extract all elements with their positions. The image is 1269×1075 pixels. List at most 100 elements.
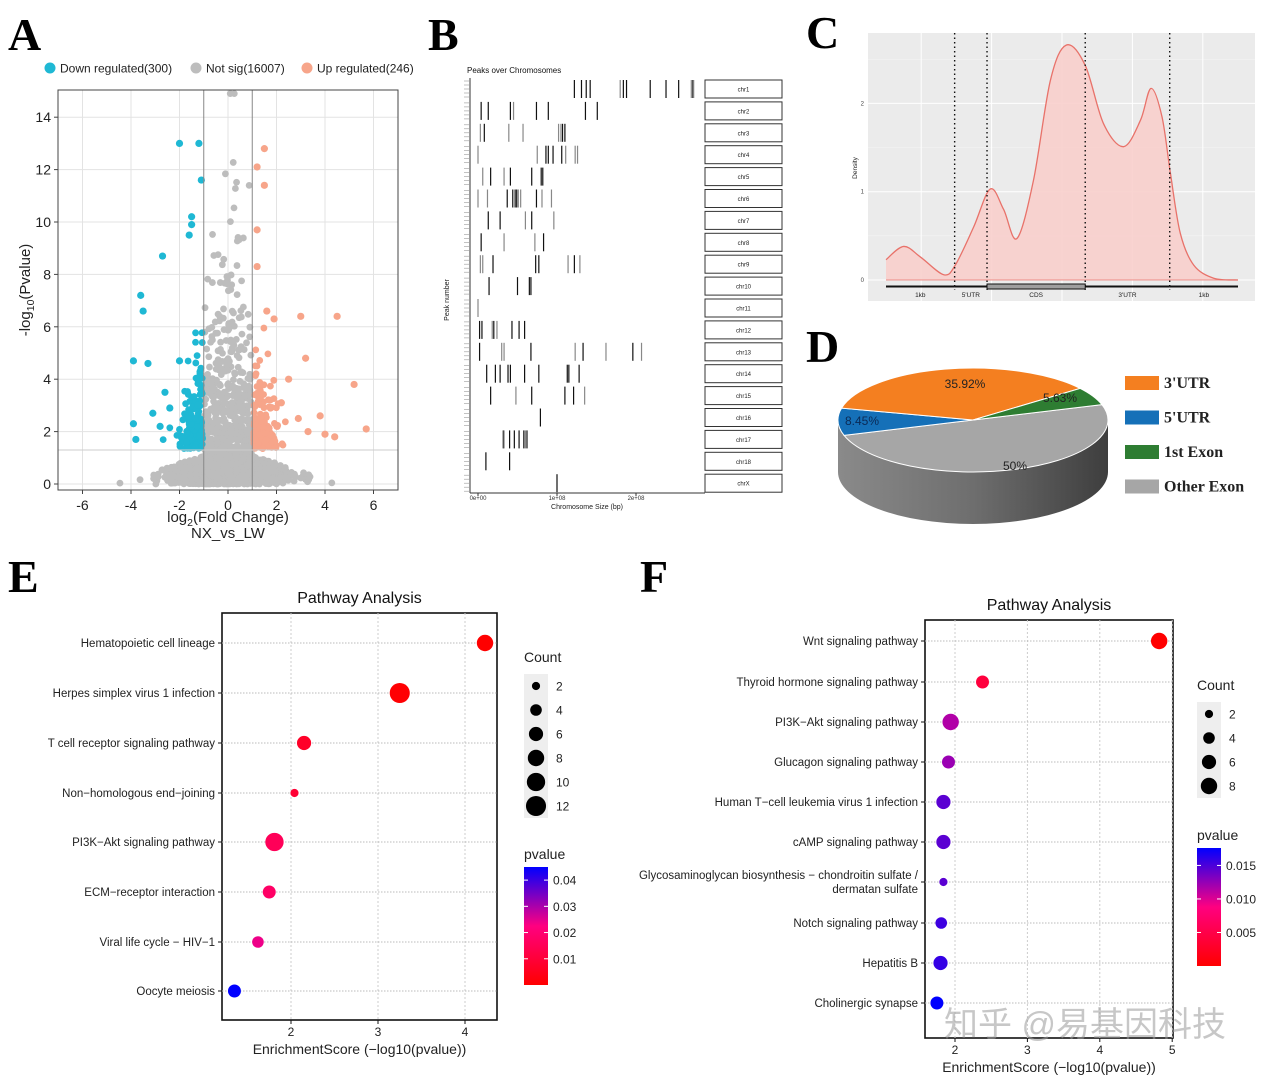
volcano-point-nonsig <box>246 333 254 341</box>
volcano-point-nonsig <box>237 415 245 423</box>
volcano-point-nonsig <box>206 471 213 479</box>
pathway-dot <box>476 634 494 652</box>
pie-slice-3-utr <box>840 367 1082 421</box>
volcano-point-nonsig <box>209 384 217 392</box>
volcano-point-up <box>331 433 339 441</box>
peaks-x-tick-label: 2e+08 <box>628 496 646 502</box>
dotplot-x-axis-title: EnrichmentScore (−log10(pvalue)) <box>253 1041 467 1057</box>
volcano-point-nonsig <box>246 454 254 462</box>
volcano-point-nonsig <box>235 354 243 362</box>
chrom-strip <box>704 276 783 296</box>
volcano-point-nonsig <box>297 474 305 482</box>
region-label: 5'UTR <box>962 292 981 299</box>
volcano-point-nonsig <box>226 357 233 365</box>
pie-legend-swatch <box>1125 376 1159 390</box>
count-legend-dot <box>525 795 547 817</box>
volcano-point-down <box>149 409 157 417</box>
peaks-x-tick-label: 0e+00 <box>470 496 488 502</box>
volcano-point-down <box>144 359 152 368</box>
chrom-strip <box>704 189 783 208</box>
volcano-point-down <box>175 357 184 365</box>
volcano-point-nonsig <box>228 460 236 468</box>
volcano-point-nonsig <box>180 480 188 488</box>
volcano-point-down <box>129 420 138 428</box>
volcano-point-nonsig <box>196 480 204 487</box>
volcano-y-tick-label: 2 <box>43 424 51 440</box>
volcano-point-down <box>185 231 193 239</box>
volcano-point-nonsig <box>244 462 251 469</box>
volcano-point-nonsig <box>232 336 240 343</box>
pathway-label: Glycosaminoglycan biosynthesis − chondro… <box>639 870 919 896</box>
chrom-strip-label: chr15 <box>736 394 752 400</box>
volcano-point-nonsig <box>224 326 232 334</box>
volcano-x-tick-label: 6 <box>370 497 378 513</box>
count-legend-label: 8 <box>1229 780 1236 794</box>
volcano-point-up <box>264 396 272 404</box>
legend-swatch <box>190 62 202 74</box>
peak-row-chr4 <box>464 145 783 165</box>
pathway-dot <box>941 755 955 769</box>
pathway-dot <box>262 885 276 899</box>
volcano-point-nonsig <box>204 442 212 450</box>
volcano-point-nonsig <box>226 90 234 98</box>
volcano-point-nonsig <box>227 218 234 226</box>
volcano-point-nonsig <box>216 452 224 460</box>
volcano-point-nonsig <box>220 400 228 408</box>
chrom-strip <box>704 79 783 99</box>
volcano-point-nonsig <box>262 480 270 487</box>
chrom-strip-label: chr2 <box>738 109 750 115</box>
volcano-point-nonsig <box>217 338 225 346</box>
chrom-strip-label: chr11 <box>736 307 751 313</box>
volcano-point-nonsig <box>235 403 243 411</box>
volcano-point-up <box>270 376 278 384</box>
volcano-y-tick-label: 0 <box>43 476 51 492</box>
volcano-point-up <box>251 362 259 370</box>
volcano-point-up <box>253 262 261 271</box>
dotplot-x-axis-title: EnrichmentScore (−log10(pvalue)) <box>942 1059 1156 1075</box>
peak-row-chr16 <box>464 408 783 427</box>
density-y-tick-label: 2 <box>861 101 865 107</box>
volcano-point-nonsig <box>209 231 216 238</box>
volcano-point-nonsig <box>245 468 253 476</box>
pvalue-legend-label: 0.01 <box>553 952 577 966</box>
chrom-strip <box>704 364 783 384</box>
chrom-strip-label: chr4 <box>738 153 750 159</box>
volcano-point-nonsig <box>169 473 177 481</box>
peak-row-chr1 <box>464 79 783 99</box>
dotplot-x-tick-label: 5 <box>1169 1043 1176 1057</box>
volcano-point-up <box>252 346 260 354</box>
dotplot-x-tick-label: 2 <box>952 1043 959 1057</box>
volcano-subtitle: NX_vs_LW <box>191 525 266 542</box>
volcano-point-nonsig <box>245 392 253 399</box>
volcano-point-up <box>281 418 289 426</box>
volcano-point-nonsig <box>230 376 237 384</box>
chrom-strip-label: chr12 <box>736 328 752 334</box>
count-legend-dot <box>1203 732 1215 744</box>
pathway-label: Viral life cycle − HIV−1 <box>100 937 215 949</box>
volcano-point-nonsig <box>328 479 336 487</box>
volcano-point-nonsig <box>214 356 222 364</box>
pathway-dot <box>936 834 951 850</box>
volcano-point-up <box>262 436 270 444</box>
volcano-point-nonsig <box>219 435 227 443</box>
volcano-point-nonsig <box>233 460 241 468</box>
volcano-point-up <box>253 163 261 171</box>
pie-legend-label: Other Exon <box>1164 479 1244 496</box>
volcano-point-nonsig <box>233 448 241 456</box>
volcano-point-nonsig <box>226 467 234 475</box>
pathway-dot <box>930 996 944 1010</box>
dotplot-x-tick-label: 4 <box>1096 1043 1103 1057</box>
volcano-point-up <box>259 445 267 452</box>
density-y-tick-label: 0 <box>861 278 865 284</box>
count-legend-label: 2 <box>556 680 563 694</box>
volcano-point-nonsig <box>214 329 221 337</box>
volcano-point-down <box>197 443 205 451</box>
volcano-point-nonsig <box>267 475 274 483</box>
volcano-point-nonsig <box>203 345 211 353</box>
volcano-point-nonsig <box>233 423 241 431</box>
pie-value-label: 35.92% <box>945 377 986 391</box>
pathway-dot <box>265 832 284 852</box>
volcano-point-nonsig <box>223 453 231 461</box>
volcano-x-tick-label: 2 <box>273 497 281 513</box>
